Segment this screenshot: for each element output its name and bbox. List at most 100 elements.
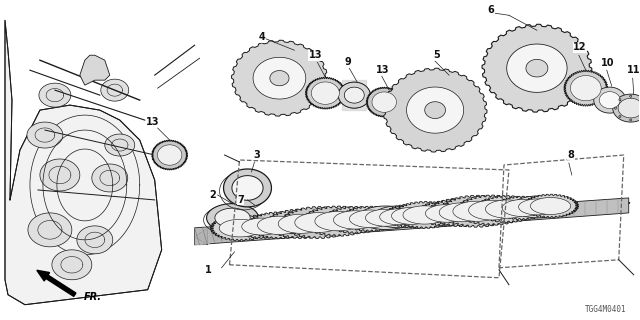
Polygon shape — [339, 82, 371, 108]
Polygon shape — [345, 87, 364, 103]
Polygon shape — [39, 83, 71, 107]
Polygon shape — [105, 134, 135, 156]
Polygon shape — [495, 196, 550, 220]
Polygon shape — [358, 206, 413, 229]
Polygon shape — [482, 24, 592, 112]
Polygon shape — [278, 214, 324, 233]
Polygon shape — [232, 40, 327, 116]
Polygon shape — [523, 194, 579, 218]
Polygon shape — [315, 212, 361, 231]
Polygon shape — [232, 176, 263, 200]
Polygon shape — [100, 79, 129, 101]
Polygon shape — [223, 169, 271, 207]
Circle shape — [619, 116, 621, 117]
Polygon shape — [384, 204, 440, 228]
Polygon shape — [393, 202, 456, 228]
Polygon shape — [456, 195, 528, 225]
Polygon shape — [28, 213, 72, 247]
Text: 6: 6 — [488, 5, 494, 15]
Polygon shape — [383, 68, 487, 152]
Polygon shape — [594, 87, 626, 113]
Polygon shape — [392, 207, 432, 224]
Polygon shape — [195, 198, 628, 245]
Circle shape — [630, 95, 632, 97]
Polygon shape — [247, 212, 311, 239]
Circle shape — [614, 107, 616, 109]
Polygon shape — [365, 209, 406, 226]
Polygon shape — [207, 204, 259, 232]
Polygon shape — [92, 164, 128, 192]
Polygon shape — [426, 204, 467, 222]
Polygon shape — [323, 206, 387, 233]
Polygon shape — [372, 92, 396, 112]
Polygon shape — [344, 87, 364, 103]
Polygon shape — [312, 82, 339, 104]
Polygon shape — [266, 209, 336, 238]
Text: 13: 13 — [308, 50, 322, 60]
Polygon shape — [305, 77, 346, 109]
Polygon shape — [302, 206, 374, 236]
Text: 4: 4 — [259, 32, 266, 42]
Polygon shape — [295, 213, 342, 232]
Polygon shape — [518, 199, 557, 215]
Polygon shape — [380, 209, 417, 225]
Polygon shape — [27, 122, 63, 148]
Polygon shape — [453, 201, 500, 221]
Polygon shape — [157, 145, 182, 165]
Polygon shape — [195, 228, 207, 245]
FancyArrow shape — [37, 270, 76, 296]
Polygon shape — [253, 57, 306, 99]
Polygon shape — [270, 71, 289, 86]
Polygon shape — [468, 200, 515, 220]
Polygon shape — [257, 216, 301, 235]
Text: 10: 10 — [601, 58, 614, 68]
Text: 9: 9 — [345, 57, 351, 67]
Polygon shape — [40, 159, 80, 191]
Circle shape — [630, 119, 632, 121]
Polygon shape — [476, 196, 539, 222]
Polygon shape — [439, 203, 484, 222]
Polygon shape — [77, 226, 113, 254]
Polygon shape — [439, 195, 515, 227]
Polygon shape — [333, 211, 377, 229]
Text: 12: 12 — [573, 42, 587, 52]
Polygon shape — [5, 20, 162, 305]
Polygon shape — [507, 44, 567, 92]
Polygon shape — [52, 250, 92, 280]
Text: 13: 13 — [146, 117, 159, 127]
Polygon shape — [570, 76, 601, 101]
Polygon shape — [242, 218, 282, 235]
Polygon shape — [220, 219, 261, 237]
Text: 3: 3 — [253, 150, 260, 160]
Polygon shape — [280, 207, 356, 238]
Polygon shape — [486, 200, 529, 218]
Polygon shape — [349, 210, 392, 228]
Polygon shape — [502, 200, 543, 216]
Polygon shape — [428, 198, 495, 227]
Polygon shape — [417, 201, 476, 226]
Text: 7: 7 — [237, 195, 244, 205]
Polygon shape — [600, 92, 620, 108]
Text: 1: 1 — [205, 265, 212, 275]
Polygon shape — [406, 87, 463, 133]
Polygon shape — [340, 206, 401, 231]
Polygon shape — [372, 206, 424, 228]
Polygon shape — [211, 216, 270, 241]
Text: FR.: FR. — [84, 292, 102, 302]
Circle shape — [619, 99, 621, 101]
Text: 8: 8 — [568, 150, 574, 160]
Polygon shape — [366, 87, 402, 117]
Polygon shape — [152, 140, 188, 170]
Polygon shape — [403, 206, 447, 224]
Polygon shape — [511, 196, 563, 218]
Polygon shape — [618, 98, 640, 118]
Polygon shape — [531, 197, 571, 214]
Polygon shape — [612, 94, 640, 122]
Polygon shape — [80, 55, 110, 85]
Polygon shape — [564, 70, 608, 106]
Polygon shape — [339, 82, 371, 108]
Text: 5: 5 — [434, 50, 440, 60]
Polygon shape — [526, 60, 548, 77]
Text: 11: 11 — [627, 65, 640, 75]
Polygon shape — [425, 102, 445, 118]
